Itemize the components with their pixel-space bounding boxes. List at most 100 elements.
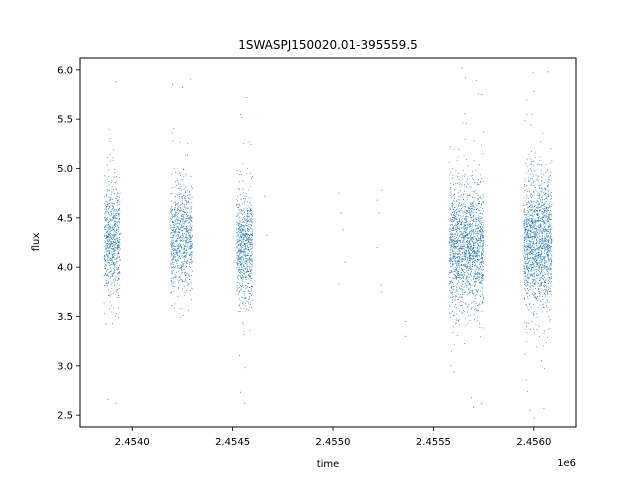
data-point (546, 220, 547, 221)
data-point (466, 257, 468, 259)
data-point (526, 234, 528, 236)
data-point (538, 260, 540, 262)
data-point (179, 227, 181, 229)
data-point (470, 246, 472, 248)
data-point (108, 262, 110, 263)
data-point (533, 257, 535, 259)
data-point (538, 280, 540, 282)
data-point (523, 211, 525, 212)
data-point (475, 256, 477, 258)
data-point (477, 219, 479, 221)
data-point (548, 251, 550, 253)
data-point (523, 197, 525, 198)
data-point (184, 240, 186, 241)
data-point (177, 180, 179, 181)
data-point (528, 180, 529, 182)
data-point (113, 189, 114, 191)
data-point (462, 228, 464, 229)
data-point (473, 160, 475, 162)
data-point (186, 204, 188, 206)
data-point (182, 220, 184, 222)
data-point (537, 225, 539, 227)
data-point (172, 244, 174, 246)
data-point (240, 272, 242, 274)
data-point (449, 255, 451, 256)
data-point (191, 251, 192, 253)
data-point (476, 208, 478, 209)
data-point (461, 221, 463, 222)
data-point (475, 254, 477, 256)
data-point (542, 282, 544, 284)
data-point (453, 371, 455, 373)
data-point (456, 227, 458, 228)
data-point (542, 222, 544, 224)
data-point (109, 221, 111, 223)
data-point (179, 250, 180, 251)
data-point (468, 252, 470, 254)
data-point (466, 199, 468, 201)
data-point (531, 161, 532, 163)
data-point (176, 275, 178, 277)
data-point (551, 239, 552, 241)
data-point (110, 293, 112, 295)
data-point (186, 194, 188, 196)
data-point (247, 275, 249, 276)
data-point (457, 257, 459, 259)
data-point (106, 251, 108, 253)
data-point (177, 280, 179, 282)
data-point (529, 243, 531, 245)
data-point (242, 271, 244, 273)
data-point (466, 246, 468, 248)
data-point (469, 260, 471, 262)
data-point (180, 246, 182, 248)
data-point (466, 264, 468, 266)
data-point (479, 259, 480, 261)
data-point (465, 244, 467, 245)
data-point (245, 218, 247, 220)
data-point (529, 214, 531, 216)
data-point (458, 229, 460, 231)
data-point (482, 241, 484, 243)
data-point (252, 246, 254, 248)
data-point (479, 213, 481, 214)
data-point (542, 203, 544, 205)
data-point (453, 263, 455, 265)
data-point (530, 224, 532, 226)
data-point (458, 273, 459, 274)
data-point (467, 215, 469, 217)
data-point (178, 265, 180, 267)
data-point (543, 174, 545, 176)
data-point (107, 256, 109, 257)
data-point (476, 268, 478, 270)
data-point (450, 269, 452, 271)
data-point (475, 169, 477, 171)
data-point (245, 247, 247, 249)
data-point (187, 238, 189, 239)
data-point (115, 217, 116, 218)
data-point (450, 228, 452, 230)
data-point (523, 225, 525, 227)
data-point (179, 254, 181, 256)
data-point (118, 239, 120, 241)
data-point (107, 231, 109, 233)
data-point (459, 240, 461, 242)
data-point (453, 210, 455, 212)
data-point (530, 271, 532, 273)
data-point (112, 229, 114, 231)
data-point (550, 287, 551, 289)
data-point (110, 198, 112, 200)
data-point (247, 237, 249, 239)
data-point (465, 222, 467, 223)
data-point (182, 272, 183, 274)
data-point (182, 215, 184, 217)
data-point (549, 218, 551, 220)
data-point (109, 217, 111, 219)
data-point (547, 256, 549, 258)
data-point (456, 272, 457, 274)
data-point (528, 219, 530, 221)
data-point (529, 252, 531, 253)
data-point (109, 271, 111, 273)
data-point (453, 198, 455, 199)
data-point (540, 204, 542, 206)
data-point (248, 218, 250, 220)
